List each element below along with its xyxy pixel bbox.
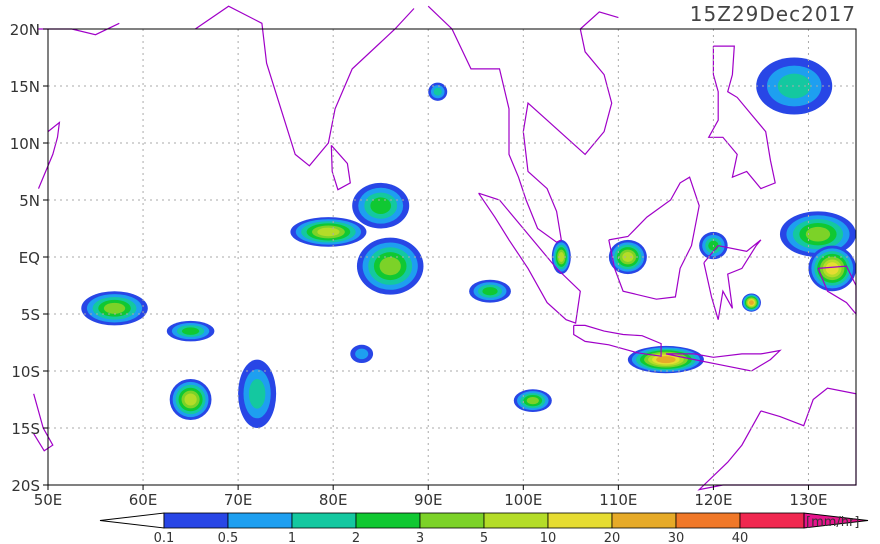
rain-cells <box>81 57 856 428</box>
rain-cell <box>350 344 374 364</box>
rain-cell <box>356 237 424 295</box>
rain-cell <box>428 82 448 101</box>
rain-cell <box>166 320 215 342</box>
rain-cell-level <box>622 252 634 262</box>
lon-tick-label: 100E <box>504 491 542 509</box>
grid-lines <box>47 28 856 486</box>
lon-tick-label: 50E <box>34 491 63 509</box>
coastline <box>37 121 61 189</box>
colorbar-under-arrow <box>99 512 165 529</box>
colorbar-swatch <box>483 512 549 529</box>
rain-cell-level <box>103 302 126 314</box>
lon-tick-label: 70E <box>224 491 253 509</box>
coastline <box>573 324 662 357</box>
rain-cell-level <box>317 227 340 237</box>
rain-cell <box>469 279 511 303</box>
rain-cell-level <box>355 348 369 360</box>
lon-tick-label: 80E <box>319 491 348 509</box>
lat-tick-label: 20S <box>11 477 40 495</box>
colorbar-swatch <box>291 512 357 529</box>
rain-cell-level <box>748 300 754 305</box>
rain-cell-level <box>370 197 392 214</box>
lon-tick-label: 60E <box>129 491 158 509</box>
colorbar-label: 3 <box>416 531 424 544</box>
rain-cell <box>81 291 148 326</box>
colorbar: 0.1 0.5 1 2 3 5 10 20 30 40 [mm/hr] <box>99 512 869 544</box>
rain-cell-level <box>184 393 197 406</box>
colorbar-label: 1 <box>288 531 296 544</box>
rain-cell-level <box>181 327 200 335</box>
colorbar-label: 0.1 <box>154 531 175 544</box>
lat-tick-label: 10S <box>11 363 40 381</box>
lat-tick-label: 5N <box>19 192 40 210</box>
colorbar-label: 0.5 <box>218 531 239 544</box>
rain-cell <box>169 378 212 421</box>
rain-cell-level <box>379 257 401 276</box>
rain-cell-level <box>433 87 442 96</box>
lon-tick-label: 110E <box>599 491 637 509</box>
rain-cell-level <box>825 262 839 275</box>
coastline <box>427 5 619 243</box>
lon-tick-label: 120E <box>694 491 732 509</box>
coastline <box>330 144 351 191</box>
rain-cell-level <box>558 252 565 262</box>
rain-cell <box>352 182 410 229</box>
rain-cell-level <box>777 73 811 99</box>
coastline <box>478 192 581 324</box>
lat-tick-label: EQ <box>19 249 40 267</box>
rain-cell-level <box>805 226 831 242</box>
lon-ticks: 50E 60E 70E 80E 90E 100E 110E 120E 130E <box>34 485 828 509</box>
colorbar-swatch <box>611 512 677 529</box>
lat-tick-label: 15S <box>11 420 40 438</box>
rain-cell <box>741 293 761 312</box>
coastline <box>608 176 700 300</box>
colorbar-swatch <box>163 512 229 529</box>
map-title: 15Z29Dec2017 <box>689 2 856 26</box>
rain-cell-level <box>656 356 676 364</box>
colorbar-label: 20 <box>604 531 621 544</box>
rain-cell <box>779 211 856 257</box>
lat-tick-label: 10N <box>10 135 40 153</box>
rain-cell <box>513 389 552 413</box>
colorbar-units: [mm/hr] <box>806 515 859 530</box>
colorbar-swatch <box>739 512 805 529</box>
colorbar-swatch <box>227 512 293 529</box>
coastline <box>703 239 762 320</box>
colorbar-swatch <box>355 512 421 529</box>
rain-cell <box>608 239 647 275</box>
lat-tick-label: 15N <box>10 78 40 96</box>
lon-tick-label: 130E <box>789 491 827 509</box>
coastline <box>707 45 776 190</box>
colorbar-label: 10 <box>540 531 557 544</box>
rain-cell <box>808 245 856 292</box>
colorbar-label: 5 <box>480 531 488 544</box>
colorbar-label: 2 <box>352 531 360 544</box>
lat-tick-label: 20N <box>10 21 40 39</box>
rain-cell-level <box>482 287 498 296</box>
colorbar-over-arrow <box>803 512 869 529</box>
colorbar-swatch <box>675 512 741 529</box>
coastlines <box>33 5 857 491</box>
rain-cell <box>290 217 367 247</box>
lat-tick-label: 5S <box>21 306 40 324</box>
coastline <box>697 387 857 491</box>
colorbar-label: 40 <box>732 531 749 544</box>
colorbar-swatch <box>547 512 613 529</box>
lat-ticks: 20N 15N 10N 5N EQ 5S 10S 15S 20S <box>10 21 48 495</box>
rain-cell-level <box>526 396 539 405</box>
rain-cell-level <box>248 378 266 409</box>
rain-cell <box>551 239 571 275</box>
colorbar-label: 30 <box>668 531 685 544</box>
rain-cell <box>238 359 277 428</box>
coastline <box>33 393 54 452</box>
rain-cell <box>756 57 833 115</box>
colorbar-swatch <box>419 512 485 529</box>
coastline <box>665 349 782 372</box>
lon-tick-label: 90E <box>414 491 443 509</box>
coastline <box>194 5 415 167</box>
